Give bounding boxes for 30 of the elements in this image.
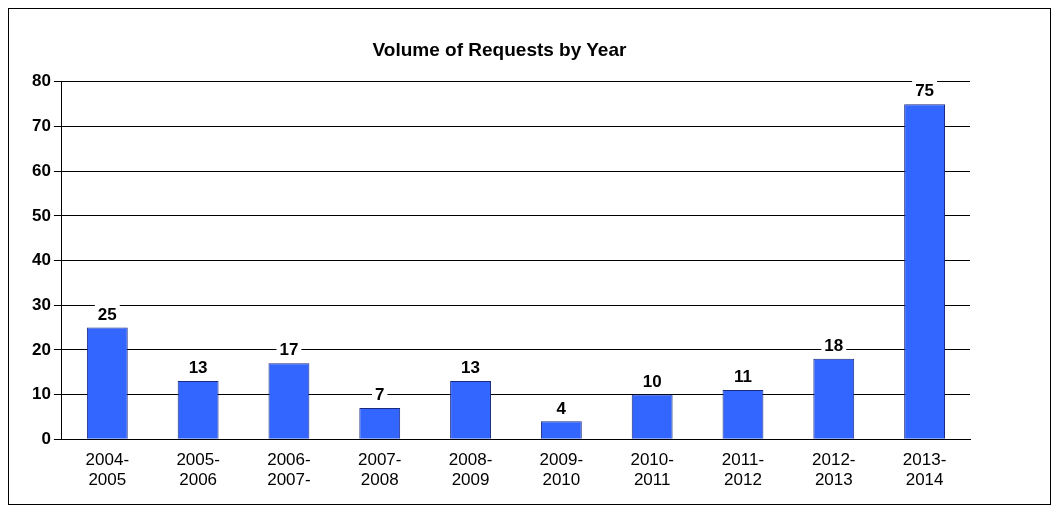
y-tick-label: 40 [31, 250, 51, 270]
x-tick-label: 2010-2011 [630, 450, 674, 490]
x-tick-label: 2008-2009 [448, 450, 493, 490]
data-label: 13 [461, 358, 481, 378]
data-label: 7 [375, 385, 385, 405]
x-tick-label: 2005-2006 [176, 450, 220, 490]
y-tick-label: 60 [31, 160, 51, 180]
y-tick-label: 10 [31, 384, 51, 404]
chart-title: Volume of Requests by Year [372, 38, 627, 60]
data-label: 75 [915, 81, 935, 101]
y-tick-label: 80 [31, 71, 51, 91]
x-tick-label: 2006-2007- [267, 450, 311, 490]
data-label: 4 [556, 398, 567, 418]
data-label: 10 [642, 371, 662, 391]
data-label: 11 [733, 367, 752, 387]
x-tick-label: 2011-2012 [721, 450, 765, 490]
x-tick-label: 2009-2010 [539, 450, 584, 490]
data-label: 17 [279, 340, 299, 360]
data-label: 25 [97, 304, 117, 324]
x-tick-label: 2004-2005 [85, 450, 130, 490]
x-tick-label: 2012-2013 [812, 450, 856, 490]
y-tick-label: 30 [31, 294, 51, 314]
y-tick-label: 0 [41, 428, 51, 448]
x-tick-label: 2013-2014 [902, 450, 947, 490]
x-tick-label: 2007-2008 [358, 450, 402, 490]
y-tick-label: 50 [31, 205, 51, 225]
y-tick-label: 20 [31, 339, 51, 359]
data-label: 18 [824, 335, 844, 355]
y-tick-label: 70 [31, 116, 51, 136]
data-label: 13 [188, 358, 208, 378]
